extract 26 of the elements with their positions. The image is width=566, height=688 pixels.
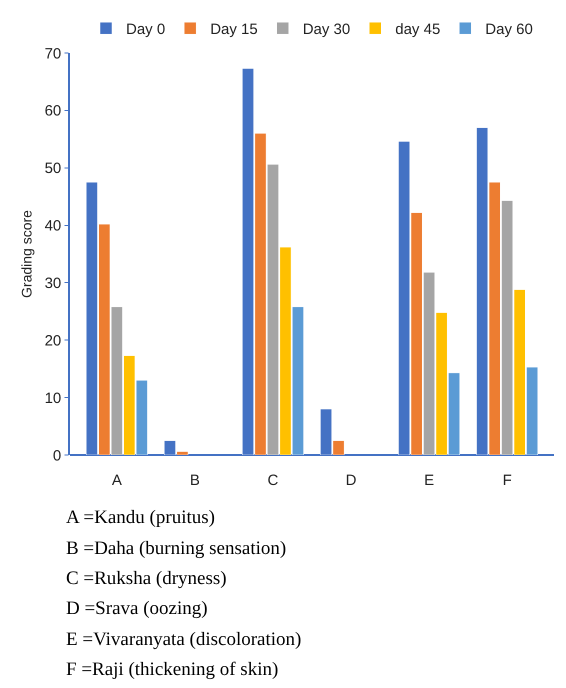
x-tick-label: A bbox=[112, 472, 122, 489]
y-tick-label: 40 bbox=[44, 218, 62, 235]
text: A =Kandu (pruitus) bbox=[66, 507, 215, 528]
text: B =Daha (burning sensation) bbox=[66, 538, 286, 559]
y-tick-label: 60 bbox=[44, 102, 62, 120]
text: E =Vivaranyata (discoloration) bbox=[66, 629, 302, 650]
x-tick-label: D bbox=[346, 472, 357, 489]
y-tick-label: 20 bbox=[44, 332, 62, 350]
text: F =Raji (thickening of skin) bbox=[66, 659, 278, 680]
legend-label: Day 30 bbox=[302, 21, 350, 38]
legend-label: Day 15 bbox=[210, 21, 258, 38]
legend-label: day 45 bbox=[395, 21, 440, 38]
legend-label: Day 60 bbox=[485, 21, 533, 38]
y-tick-label: 70 bbox=[44, 45, 62, 62]
legend-label: Day 0 bbox=[126, 21, 166, 38]
x-tick-label: B bbox=[190, 472, 200, 489]
y-tick-label: 0 bbox=[52, 447, 62, 464]
x-tick-label: F bbox=[502, 472, 512, 489]
y-axis-title: Grading score bbox=[18, 210, 34, 298]
x-tick-label: C bbox=[268, 472, 279, 489]
y-tick-label: 50 bbox=[44, 160, 62, 178]
text: C =Ruksha (dryness) bbox=[66, 568, 227, 589]
y-tick-label: 30 bbox=[44, 274, 62, 292]
text: D =Srava (oozing) bbox=[66, 598, 208, 619]
x-tick-label: E bbox=[424, 472, 434, 489]
y-tick-label: 10 bbox=[44, 390, 62, 407]
